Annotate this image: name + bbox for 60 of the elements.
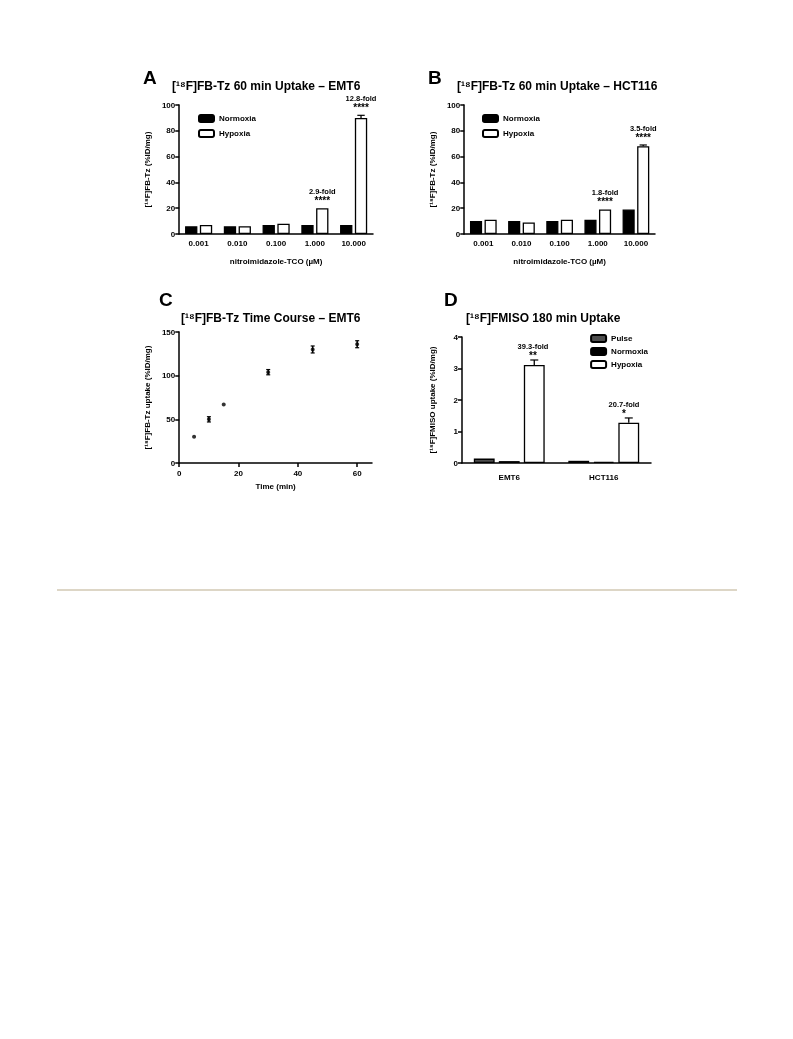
y-tick-label: 0 bbox=[170, 229, 176, 239]
x-axis-title: nitroimidazole-TCO (µM) bbox=[513, 256, 607, 266]
y-axis-title: [¹⁸F]FB-Tz (%ID/mg) bbox=[142, 131, 152, 208]
y-tick-label: 40 bbox=[166, 177, 176, 187]
legend-label: Normoxia bbox=[503, 114, 541, 123]
x-tick-label: 0.010 bbox=[227, 238, 248, 248]
chart-title: [¹⁸F]FB-Tz Time Course – EMT6 bbox=[181, 311, 361, 325]
y-tick-label: 20 bbox=[451, 203, 461, 213]
y-tick-label: 40 bbox=[451, 177, 461, 187]
x-axis-title: Time (min) bbox=[255, 481, 297, 491]
chart-title: [¹⁸F]FMISO 180 min Uptake bbox=[466, 311, 621, 325]
text: D bbox=[444, 289, 458, 310]
text: C bbox=[159, 289, 173, 310]
y-tick-label: 80 bbox=[166, 126, 176, 136]
legend-label: Normoxia bbox=[611, 347, 649, 356]
y-tick-label: 100 bbox=[161, 100, 176, 110]
x-tick-label: 0.001 bbox=[188, 238, 210, 248]
x-tick-label: HCT116 bbox=[589, 472, 619, 482]
y-tick-label: 0 bbox=[453, 458, 459, 468]
y-axis-title: [¹⁸F]FB-Tz (%ID/mg) bbox=[427, 131, 437, 208]
text: A bbox=[143, 67, 157, 88]
y-tick-label: 150 bbox=[161, 327, 176, 337]
y-tick-label: 1 bbox=[453, 427, 459, 436]
x-axis-title: nitroimidazole-TCO (µM) bbox=[229, 256, 323, 266]
y-tick-label: 2 bbox=[453, 395, 459, 405]
x-tick-label: 1.000 bbox=[304, 238, 326, 248]
y-tick-label: 0 bbox=[455, 229, 461, 239]
y-tick-label: 100 bbox=[446, 100, 461, 110]
legend-label: Normoxia bbox=[219, 114, 257, 123]
y-tick-label: 3 bbox=[453, 364, 459, 373]
x-tick-label: 0 bbox=[177, 468, 183, 478]
x-tick-label: 0.100 bbox=[266, 238, 287, 248]
y-axis-title: [¹⁸F]FMISO uptake (%ID/mg) bbox=[427, 346, 437, 454]
y-tick-label: 0 bbox=[170, 458, 176, 468]
text: B bbox=[428, 67, 442, 88]
x-tick-label: 0.010 bbox=[511, 238, 533, 248]
y-tick-label: 50 bbox=[166, 414, 176, 424]
legend-label: Hypoxia bbox=[503, 129, 535, 138]
chart-title: [¹⁸F]FB-Tz 60 min Uptake – EMT6 bbox=[172, 79, 361, 93]
x-tick-label: 0.100 bbox=[549, 238, 571, 248]
x-tick-label: 60 bbox=[352, 468, 363, 478]
legend-label: Hypoxia bbox=[219, 129, 251, 138]
x-tick-label: EMT6 bbox=[498, 472, 521, 482]
y-tick-label: 80 bbox=[451, 126, 461, 136]
y-axis-title: [¹⁸F]FB-Tz uptake (%ID/mg) bbox=[142, 345, 152, 450]
x-tick-label: 20 bbox=[234, 468, 244, 478]
x-tick-label: 0.001 bbox=[473, 238, 494, 248]
chart-title: [¹⁸F]FB-Tz 60 min Uptake – HCT116 bbox=[457, 79, 658, 93]
x-tick-label: 10.000 bbox=[341, 238, 367, 248]
legend-label: Hypoxia bbox=[611, 360, 643, 369]
x-tick-label: 1.000 bbox=[587, 238, 609, 248]
point bbox=[192, 434, 197, 439]
x-tick-label: 10.000 bbox=[623, 238, 649, 248]
y-tick-label: 60 bbox=[166, 152, 176, 162]
y-tick-label: 60 bbox=[451, 152, 461, 162]
x-tick-label: 40 bbox=[293, 468, 303, 478]
y-tick-label: 4 bbox=[453, 332, 459, 342]
y-tick-label: 20 bbox=[166, 203, 176, 213]
legend-label: Pulse bbox=[611, 334, 633, 343]
y-tick-label: 100 bbox=[161, 371, 176, 381]
